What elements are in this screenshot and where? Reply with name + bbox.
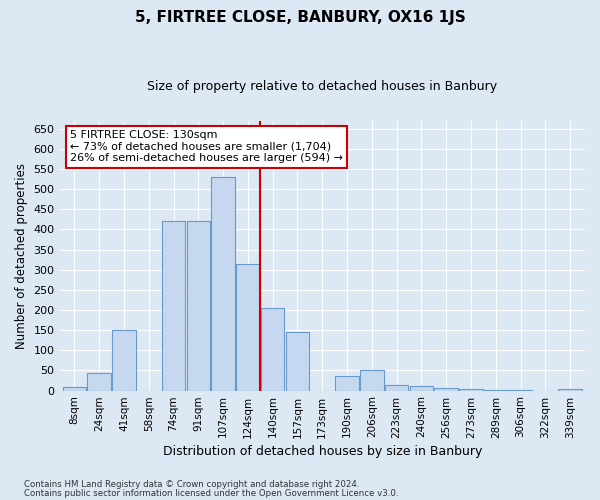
Bar — [62, 388, 86, 390]
Bar — [261, 308, 284, 390]
Bar — [559, 388, 582, 390]
Text: 5 FIRTREE CLOSE: 130sqm
← 73% of detached houses are smaller (1,704)
26% of semi: 5 FIRTREE CLOSE: 130sqm ← 73% of detache… — [70, 130, 343, 163]
Bar — [112, 330, 136, 390]
Bar — [286, 332, 309, 390]
Bar — [385, 384, 409, 390]
Bar — [360, 370, 383, 390]
Bar — [187, 222, 210, 390]
X-axis label: Distribution of detached houses by size in Banbury: Distribution of detached houses by size … — [163, 444, 482, 458]
Text: 5, FIRTREE CLOSE, BANBURY, OX16 1JS: 5, FIRTREE CLOSE, BANBURY, OX16 1JS — [134, 10, 466, 25]
Y-axis label: Number of detached properties: Number of detached properties — [15, 162, 28, 348]
Bar — [88, 373, 111, 390]
Bar — [335, 376, 359, 390]
Bar — [434, 388, 458, 390]
Bar — [211, 177, 235, 390]
Text: Contains HM Land Registry data © Crown copyright and database right 2024.: Contains HM Land Registry data © Crown c… — [24, 480, 359, 489]
Bar — [236, 264, 260, 390]
Bar — [410, 386, 433, 390]
Title: Size of property relative to detached houses in Banbury: Size of property relative to detached ho… — [147, 80, 497, 93]
Bar — [162, 222, 185, 390]
Text: Contains public sector information licensed under the Open Government Licence v3: Contains public sector information licen… — [24, 489, 398, 498]
